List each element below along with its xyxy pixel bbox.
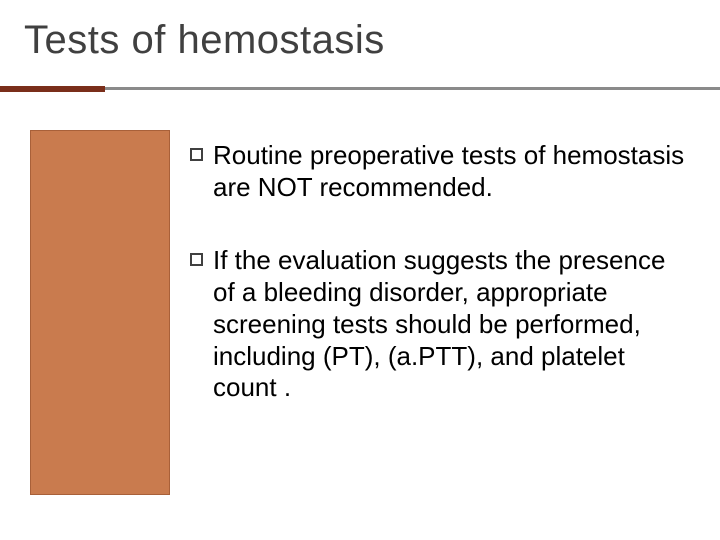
bullet-item: If the evaluation suggests the presence … (190, 245, 690, 404)
bullet-text: If the evaluation suggests the presence … (213, 245, 690, 404)
slide: Tests of hemostasis Routine preoperative… (0, 0, 720, 540)
bullet-text: Routine preoperative tests of hemostasis… (213, 140, 690, 203)
content-area: Routine preoperative tests of hemostasis… (190, 140, 690, 446)
square-bullet-icon (190, 148, 203, 161)
square-bullet-icon (190, 253, 203, 266)
slide-title: Tests of hemostasis (24, 18, 385, 63)
sidebar-block (30, 130, 170, 495)
bullet-item: Routine preoperative tests of hemostasis… (190, 140, 690, 203)
rule-line (0, 87, 720, 90)
rule-accent (0, 86, 105, 92)
